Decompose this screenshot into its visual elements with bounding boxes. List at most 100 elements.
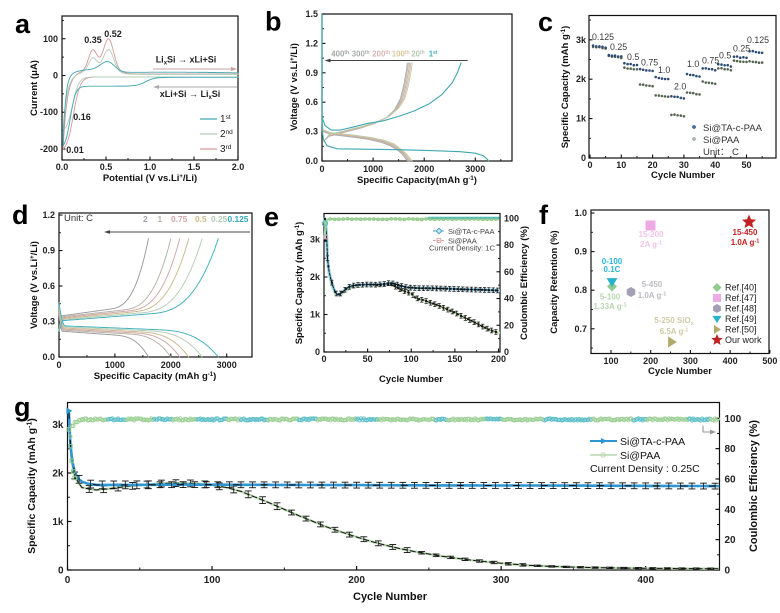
svg-text:400: 400 bbox=[723, 356, 738, 366]
svg-text:1000: 1000 bbox=[105, 360, 125, 370]
svg-text:200: 200 bbox=[491, 354, 506, 364]
svg-text:0.5: 0.5 bbox=[100, 162, 113, 172]
svg-text:0.125: 0.125 bbox=[747, 35, 769, 45]
svg-text:20: 20 bbox=[725, 535, 737, 546]
svg-text:0.125: 0.125 bbox=[228, 214, 249, 224]
svg-text:0: 0 bbox=[587, 160, 592, 170]
svg-text:1000: 1000 bbox=[363, 164, 383, 174]
svg-text:5-100: 5-100 bbox=[600, 293, 621, 302]
svg-text:0: 0 bbox=[58, 566, 64, 577]
svg-text:20: 20 bbox=[504, 320, 514, 330]
svg-text:0.52: 0.52 bbox=[104, 29, 122, 39]
svg-text:1.2: 1.2 bbox=[305, 38, 318, 48]
svg-text:-100: -100 bbox=[40, 107, 58, 117]
svg-text:1.5: 1.5 bbox=[305, 9, 318, 19]
svg-text:3rd: 3rd bbox=[220, 144, 232, 155]
svg-text:0.25: 0.25 bbox=[211, 214, 228, 224]
svg-text:Specific Capacity(mAh g-1): Specific Capacity(mAh g-1) bbox=[357, 175, 477, 186]
svg-text:Si@PAA: Si@PAA bbox=[703, 135, 740, 146]
svg-text:b: b bbox=[265, 7, 282, 37]
svg-text:1.0: 1.0 bbox=[144, 162, 157, 172]
svg-text:200th: 200th bbox=[372, 50, 390, 59]
svg-text:0.0: 0.0 bbox=[56, 162, 69, 172]
svg-text:1: 1 bbox=[158, 214, 163, 224]
svg-text:0.1C: 0.1C bbox=[604, 265, 621, 274]
svg-text:0.5: 0.5 bbox=[719, 51, 731, 61]
svg-text:Current (μA): Current (μA) bbox=[29, 60, 40, 116]
svg-text:100: 100 bbox=[603, 356, 618, 366]
svg-text:0.25: 0.25 bbox=[733, 44, 750, 54]
svg-text:Specific Capacity (mAh g-1): Specific Capacity (mAh g-1) bbox=[294, 222, 305, 345]
svg-text:f: f bbox=[539, 200, 549, 230]
svg-text:5-250 SiOx: 5-250 SiOx bbox=[654, 316, 694, 327]
svg-text:2000: 2000 bbox=[161, 360, 181, 370]
svg-text:5-450: 5-450 bbox=[642, 280, 663, 289]
svg-text:a: a bbox=[15, 9, 31, 39]
svg-text:g: g bbox=[14, 392, 31, 422]
svg-text:200: 200 bbox=[348, 575, 365, 586]
svg-text:0.9: 0.9 bbox=[574, 247, 587, 257]
svg-text:Current Density : 0.25C: Current Density : 0.25C bbox=[590, 463, 700, 475]
svg-text:0.5: 0.5 bbox=[195, 214, 207, 224]
svg-text:Cycle Number: Cycle Number bbox=[648, 366, 712, 377]
svg-text:50: 50 bbox=[363, 354, 373, 364]
svg-text:400th: 400th bbox=[331, 50, 349, 59]
svg-text:400: 400 bbox=[637, 575, 654, 586]
svg-text:1k: 1k bbox=[52, 517, 64, 528]
svg-text:Unit： C: Unit： C bbox=[703, 147, 739, 158]
svg-text:0.3: 0.3 bbox=[305, 127, 318, 137]
svg-text:Si@TA-c-PAA: Si@TA-c-PAA bbox=[703, 123, 763, 134]
svg-text:0-100: 0-100 bbox=[602, 257, 623, 266]
svg-text:0.6: 0.6 bbox=[42, 281, 55, 291]
svg-text:0: 0 bbox=[319, 164, 324, 174]
svg-text:100th: 100th bbox=[392, 50, 410, 59]
svg-text:60: 60 bbox=[725, 475, 737, 486]
svg-text:Si@PAA: Si@PAA bbox=[620, 450, 660, 462]
svg-text:40: 40 bbox=[504, 294, 514, 304]
svg-text:1.0A g-1: 1.0A g-1 bbox=[638, 291, 667, 300]
svg-text:Coulombic Efficiency (%): Coulombic Efficiency (%) bbox=[748, 420, 760, 552]
svg-text:6.5A g-1: 6.5A g-1 bbox=[660, 327, 689, 336]
svg-text:2k: 2k bbox=[310, 272, 321, 282]
svg-text:Ref.[40]: Ref.[40] bbox=[725, 283, 757, 293]
svg-text:0: 0 bbox=[53, 71, 58, 81]
svg-text:2.0: 2.0 bbox=[674, 82, 686, 92]
svg-text:1k: 1k bbox=[576, 114, 587, 124]
svg-text:100: 100 bbox=[725, 414, 742, 425]
svg-text:0.7: 0.7 bbox=[574, 324, 587, 334]
svg-text:20: 20 bbox=[648, 160, 658, 170]
svg-text:3000: 3000 bbox=[465, 164, 485, 174]
svg-text:0: 0 bbox=[56, 360, 61, 370]
svg-text:2k: 2k bbox=[576, 74, 587, 84]
svg-text:3000: 3000 bbox=[217, 360, 237, 370]
svg-text:2nd: 2nd bbox=[220, 129, 233, 140]
svg-text:2: 2 bbox=[143, 214, 148, 224]
svg-text:Cycle Number: Cycle Number bbox=[651, 170, 715, 181]
svg-text:80: 80 bbox=[504, 240, 514, 250]
svg-text:2000: 2000 bbox=[414, 164, 434, 174]
svg-text:Si@TA-c-PAA: Si@TA-c-PAA bbox=[448, 227, 495, 236]
svg-text:300: 300 bbox=[493, 575, 510, 586]
svg-text:100: 100 bbox=[404, 354, 419, 364]
svg-text:1.0: 1.0 bbox=[658, 65, 670, 75]
svg-text:LixSi → xLi+Si: LixSi → xLi+Si bbox=[156, 55, 217, 67]
svg-text:0.25: 0.25 bbox=[610, 42, 627, 52]
svg-text:1.0: 1.0 bbox=[687, 59, 699, 69]
svg-text:200: 200 bbox=[643, 356, 658, 366]
svg-text:0.5: 0.5 bbox=[627, 52, 639, 62]
svg-text:0.01: 0.01 bbox=[66, 145, 84, 155]
svg-text:0.75: 0.75 bbox=[641, 58, 658, 68]
svg-text:100: 100 bbox=[204, 575, 221, 586]
svg-text:0: 0 bbox=[581, 153, 586, 163]
svg-text:0.0: 0.0 bbox=[42, 352, 55, 362]
svg-text:30: 30 bbox=[679, 160, 689, 170]
svg-text:Our work: Our work bbox=[725, 335, 762, 345]
svg-text:Ref.[50]: Ref.[50] bbox=[725, 325, 757, 335]
svg-text:0.125: 0.125 bbox=[592, 32, 614, 42]
svg-text:3k: 3k bbox=[310, 235, 321, 245]
svg-text:0.8: 0.8 bbox=[574, 285, 587, 295]
svg-text:100: 100 bbox=[504, 213, 519, 223]
svg-text:0: 0 bbox=[315, 347, 320, 357]
svg-text:Ref.[49]: Ref.[49] bbox=[725, 314, 757, 324]
svg-text:Specific Capacity (mAh g-1): Specific Capacity (mAh g-1) bbox=[94, 371, 217, 382]
